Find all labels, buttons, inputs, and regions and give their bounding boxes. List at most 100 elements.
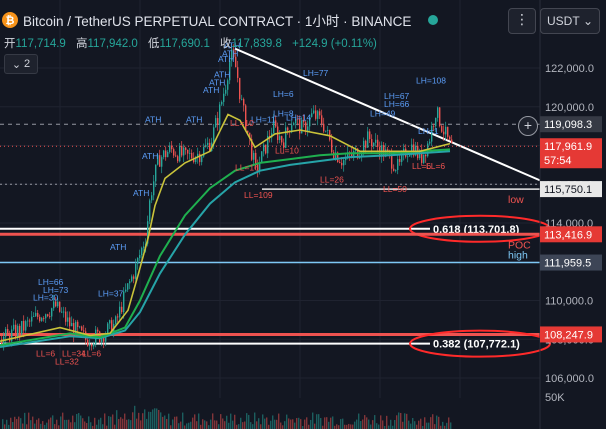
candle-body [81, 326, 83, 331]
trendline [234, 47, 541, 182]
volume-bar [140, 420, 142, 429]
candle-body [319, 111, 321, 116]
volume-bar [332, 416, 334, 429]
annotation-low-label: LL=10 [275, 145, 299, 155]
volume-bar [10, 417, 12, 429]
volume-bar [400, 412, 402, 429]
more-options-button[interactable]: ⋮ [508, 8, 536, 34]
fib-level-label: 0.382 (107,772.1) [433, 339, 520, 351]
volume-bar [176, 416, 178, 429]
volume-bar [126, 419, 128, 429]
volume-bar [450, 422, 452, 429]
candle-body [351, 154, 353, 157]
volume-bar [76, 413, 78, 429]
level-price-badge [540, 254, 602, 271]
volume-bar [120, 417, 122, 429]
candle-body [41, 318, 43, 321]
candle-body [37, 312, 39, 317]
level-price-badge-label: 115,750.1 [544, 184, 592, 196]
candle-body [123, 291, 125, 313]
volume-bar [62, 412, 64, 429]
moving-averages [0, 113, 451, 348]
candle-body [303, 120, 305, 123]
volume-bar [358, 413, 360, 429]
candle-body [237, 67, 239, 78]
candle-body [175, 155, 177, 157]
volume-bar [350, 424, 352, 429]
fib-level-label: 0.618 (113,701.8) [433, 224, 520, 236]
currency-select[interactable]: USDT ⌄ [540, 8, 600, 34]
volume-bar [50, 417, 52, 429]
volume-bar [328, 421, 330, 429]
volume-bar [186, 423, 188, 429]
candle-body [15, 324, 17, 338]
candle-body [59, 301, 61, 312]
volume-bar [20, 418, 22, 429]
annotation-high-label: LH=67 [384, 91, 410, 101]
volume-bar [382, 420, 384, 429]
candle-body [29, 320, 31, 322]
volume-bar [420, 418, 422, 429]
more-icon: ⋮ [515, 11, 529, 27]
candle-body [119, 306, 121, 318]
candle-body [131, 276, 133, 282]
volume-bar [182, 412, 184, 429]
candle-body [71, 323, 73, 327]
volume-bar [386, 415, 388, 429]
candle-body [369, 131, 371, 140]
candle-body [377, 139, 379, 147]
level-name: high [508, 250, 528, 262]
add-alert-plus-icon[interactable]: + [518, 116, 538, 136]
high-value: 117,942.0 [87, 38, 138, 50]
candle-body [33, 316, 35, 318]
volume-bar [54, 424, 56, 429]
volume-bar [6, 419, 8, 429]
candle-body [89, 344, 91, 346]
volume-bar [106, 425, 108, 429]
candle-body [223, 93, 225, 102]
volume-bar [330, 417, 332, 429]
candle-body [121, 306, 123, 313]
level-price-badge [540, 181, 602, 198]
volume-bar [438, 416, 440, 429]
volume-bar [28, 412, 30, 429]
volume-bar [238, 424, 240, 429]
annotation-low-label: LL=26 [320, 174, 344, 184]
candle-body [47, 314, 49, 317]
candle-body [45, 314, 47, 319]
volume-bar [346, 424, 348, 429]
volume-bar [132, 412, 134, 429]
candle-body [315, 110, 317, 119]
volume-bar [208, 425, 210, 429]
candle-body [397, 159, 399, 170]
volume-bar [234, 414, 236, 429]
volume-bar [204, 420, 206, 429]
candle-body [437, 107, 439, 118]
candle-body [245, 105, 247, 131]
candle-body [375, 139, 377, 143]
indicator-collapse-button[interactable]: ⌄ 2 [4, 54, 38, 74]
market-status-icon [428, 15, 439, 25]
volume-bar [202, 419, 204, 429]
volume-bar [354, 421, 356, 429]
symbol-title[interactable]: Bitcoin / TetherUS PERPETUAL CONTRACT · … [23, 14, 412, 29]
volume-bar [248, 414, 250, 429]
volume-bar [414, 421, 416, 429]
annotation-low-label: LL=16 [235, 163, 259, 173]
candle-body [161, 157, 163, 167]
candle-body [189, 152, 191, 154]
candle-body [323, 123, 325, 132]
volume-bar [378, 424, 380, 429]
candle-body [247, 130, 249, 133]
volume-bar [196, 421, 198, 429]
symbol-title-row[interactable]: ₿ Bitcoin / TetherUS PERPETUAL CONTRACT … [2, 10, 439, 30]
volume-bar [22, 423, 24, 429]
candle-body [165, 150, 167, 158]
volume-bar [146, 418, 148, 429]
volume-bar [404, 413, 406, 429]
candle-body [287, 127, 289, 131]
candle-body [181, 145, 183, 156]
volume-bar [148, 411, 150, 429]
candle-body [209, 142, 211, 152]
